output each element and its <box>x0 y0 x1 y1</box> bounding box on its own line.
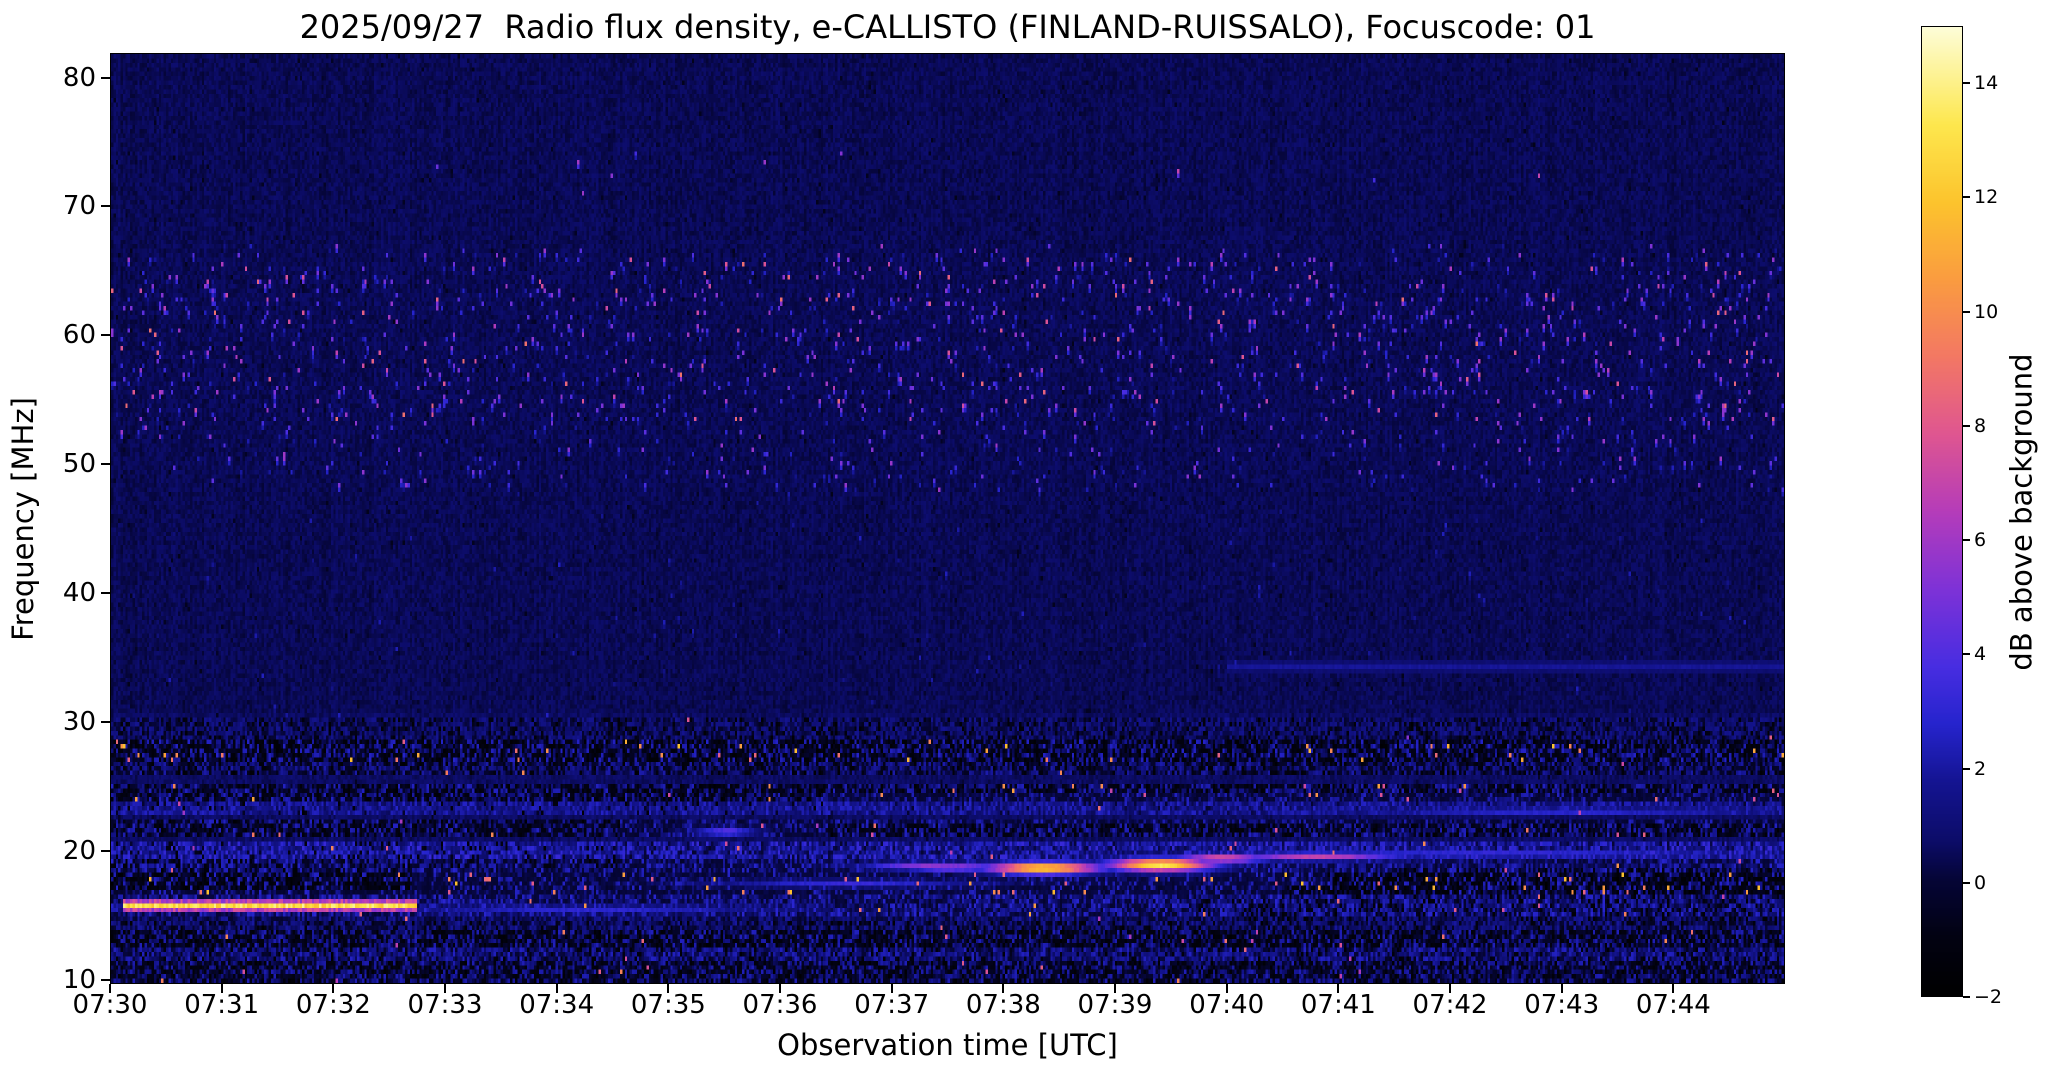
colorbar-tick-label: 0 <box>1974 871 1987 894</box>
colorbar-tick-label: 6 <box>1974 529 1987 552</box>
plot-area <box>110 53 1785 984</box>
x-tick-label: 07:43 <box>1524 990 1600 1020</box>
tick-mark <box>1963 424 1970 427</box>
tick-mark <box>1963 539 1970 542</box>
colorbar-tick-label: −2 <box>1974 986 2003 1008</box>
x-tick-label: 07:42 <box>1412 990 1488 1020</box>
x-tick-label: 07:36 <box>742 990 818 1020</box>
colorbar-tick-label: 14 <box>1974 72 1999 95</box>
x-tick-label: 07:39 <box>1077 990 1153 1020</box>
y-tick-label: 30 <box>62 707 96 738</box>
y-tick-label: 20 <box>62 836 96 867</box>
colorbar-tick-label: 2 <box>1974 757 1987 780</box>
y-tick-label: 50 <box>62 449 96 480</box>
y-tick-label: 40 <box>62 578 96 609</box>
colorbar <box>1921 26 1963 997</box>
colorbar-label: dB above background <box>2005 352 2039 671</box>
y-tick-label: 70 <box>62 191 96 222</box>
tick-mark <box>1963 653 1970 656</box>
x-tick-label: 07:33 <box>407 990 483 1020</box>
tick-mark <box>1963 767 1970 770</box>
colorbar-gradient <box>1922 27 1962 996</box>
x-tick-label: 07:30 <box>72 990 148 1020</box>
x-tick-label: 07:34 <box>519 990 595 1020</box>
x-axis-label: Observation time [UTC] <box>777 1028 1118 1062</box>
tick-mark <box>1963 881 1970 884</box>
x-tick-label: 07:41 <box>1300 990 1376 1020</box>
x-tick-label: 07:40 <box>1189 990 1265 1020</box>
x-tick-label: 07:37 <box>854 990 930 1020</box>
tick-mark <box>1963 82 1970 85</box>
spectrogram-heatmap <box>111 54 1784 983</box>
y-tick-label: 60 <box>62 320 96 351</box>
colorbar-label-wrap: dB above background <box>1996 26 2047 997</box>
tick-mark <box>1963 996 1970 998</box>
x-tick-label: 07:32 <box>295 990 371 1020</box>
x-tick-label: 07:31 <box>184 990 260 1020</box>
tick-mark <box>1963 196 1970 199</box>
y-tick-label: 10 <box>62 965 96 996</box>
y-tick-label: 80 <box>62 62 96 93</box>
colorbar-tick-label: 4 <box>1974 643 1987 666</box>
colorbar-tick-labels: 14 12 10 8 6 4 2 0 −2 <box>1974 26 2034 1008</box>
x-tick-label: 07:38 <box>965 990 1041 1020</box>
chart-title: 2025/09/27 Radio flux density, e-CALLIST… <box>299 8 1596 46</box>
colorbar-tick-label: 12 <box>1974 186 1999 209</box>
colorbar-tick-label: 10 <box>1974 300 1999 323</box>
x-axis-tick-labels: 07:30 07:31 07:32 07:33 07:34 07:35 07:36 07:37… <box>73 990 1785 1022</box>
x-tick-label: 07:44 <box>1635 990 1711 1020</box>
y-axis-tick-labels: 80 70 60 50 40 30 20 10 <box>0 53 110 996</box>
colorbar-tick-label: 8 <box>1974 414 1987 437</box>
tick-mark <box>1963 310 1970 313</box>
x-tick-label: 07:35 <box>630 990 706 1020</box>
